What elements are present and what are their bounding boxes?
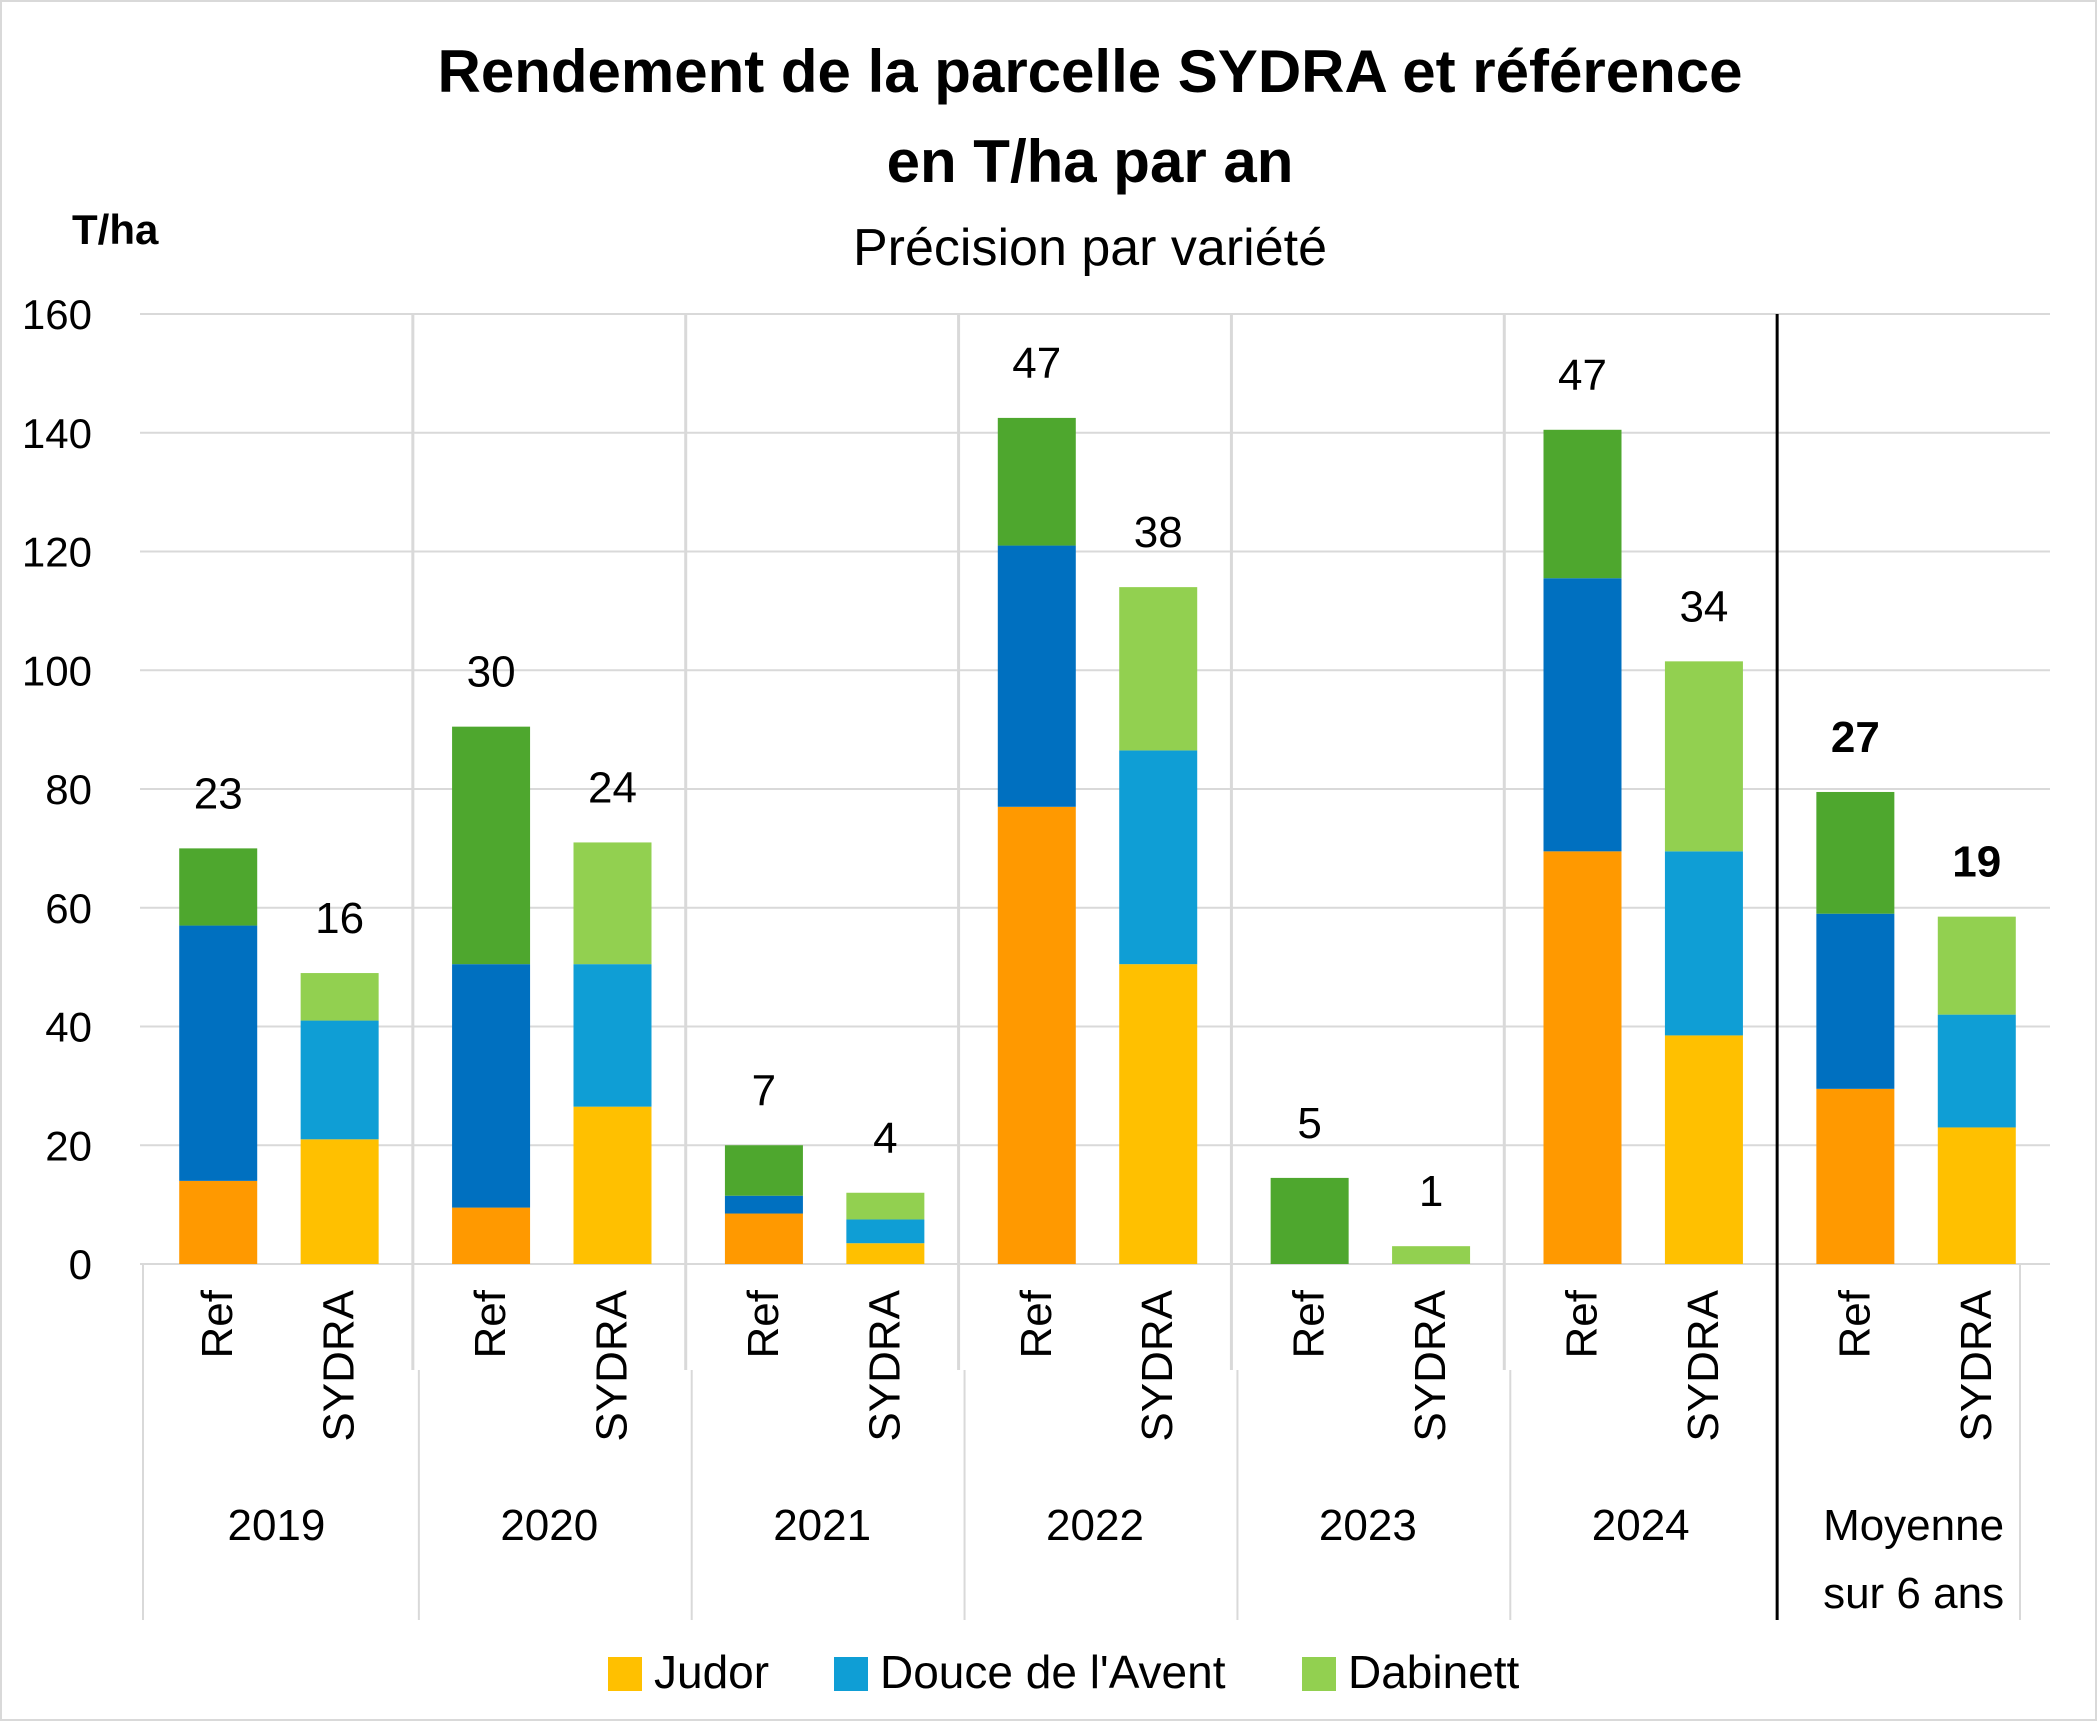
bar-segment-dabinett: [997, 417, 1076, 546]
bar-value-label: 19: [1952, 838, 2001, 887]
bar-segment-judor: [573, 1106, 652, 1264]
y-tick-label: 140: [22, 410, 92, 457]
y-tick-label: 0: [69, 1241, 92, 1288]
bar-category-label: Ref: [739, 1289, 788, 1358]
labels: 0 20 40 60 80 100 120 140 160 23 Ref 16 SYDRA 2019 30 R…: [22, 291, 2004, 1618]
bar-segment-dabinett: [846, 1192, 925, 1220]
bar-segment-douce-de-lavent: [1937, 1014, 2016, 1128]
bar-category-label: SYDRA: [1133, 1289, 1182, 1441]
bar-segment-dabinett: [1664, 661, 1743, 852]
group-label: 2022: [1046, 1501, 1144, 1550]
bar-segment-dabinett: [1937, 916, 2016, 1015]
group-label: Moyenne: [1823, 1501, 2004, 1550]
bar-segment-douce-de-lavent: [1543, 578, 1622, 852]
group-label: 2019: [227, 1501, 325, 1550]
bar-category-label: SYDRA: [588, 1289, 637, 1441]
legend-label: Dabinett: [1348, 1646, 1520, 1698]
group-label: sur 6 ans: [1823, 1569, 2004, 1618]
bar-segment-dabinett: [1816, 791, 1895, 914]
bar-segment-dabinett: [1543, 429, 1622, 579]
bar-value-label: 38: [1134, 508, 1183, 557]
legend-label: Douce de l'Avent: [880, 1646, 1226, 1698]
bars: [179, 417, 2016, 1264]
group-label: 2024: [1592, 1501, 1690, 1550]
bar-segment-dabinett: [179, 848, 258, 926]
bar-segment-douce-de-lavent: [573, 964, 652, 1107]
group-label: 2023: [1319, 1501, 1417, 1550]
y-tick-label: 160: [22, 291, 92, 338]
bar-value-label: 47: [1012, 339, 1061, 388]
y-tick-label: 20: [45, 1122, 92, 1169]
bar-category-label: Ref: [193, 1289, 242, 1358]
legend: Judor Douce de l'Avent Dabinett: [608, 1646, 1520, 1698]
bar-segment-judor: [1119, 964, 1198, 1264]
group-label: 2021: [773, 1501, 871, 1550]
bar-segment-douce-de-lavent: [846, 1219, 925, 1244]
bar-segment-douce-de-lavent: [179, 925, 258, 1181]
bar-value-label: 5: [1297, 1099, 1321, 1148]
bar-segment-judor: [452, 1207, 531, 1264]
bar-segment-dabinett: [452, 726, 531, 965]
bar-value-label: 24: [588, 763, 637, 812]
legend-swatch: [608, 1657, 642, 1691]
bar-segment-judor: [1664, 1035, 1743, 1264]
bar-category-label: Ref: [1012, 1289, 1061, 1358]
bar-segment-judor: [179, 1180, 258, 1264]
bar-segment-dabinett: [1270, 1177, 1349, 1264]
legend-swatch: [1302, 1657, 1336, 1691]
bar-category-label: Ref: [1285, 1289, 1334, 1358]
y-axis-label: T/ha: [72, 206, 159, 253]
y-tick-label: 120: [22, 529, 92, 576]
chart-title-line2: en T/ha par an: [887, 128, 1294, 195]
bar-segment-judor: [724, 1213, 803, 1264]
bar-value-label: 7: [752, 1066, 776, 1115]
bar-value-label: 16: [315, 894, 364, 943]
bar-value-label: 23: [194, 769, 243, 818]
bar-category-label: SYDRA: [1406, 1289, 1455, 1441]
bar-category-label: SYDRA: [1952, 1289, 2001, 1441]
bar-category-label: SYDRA: [315, 1289, 364, 1441]
y-tick-label: 80: [45, 766, 92, 813]
bar-segment-judor: [300, 1139, 379, 1264]
bar-segment-judor: [1543, 851, 1622, 1264]
bar-segment-judor: [846, 1243, 925, 1264]
bar-category-label: SYDRA: [860, 1289, 909, 1441]
bar-category-label: Ref: [1558, 1289, 1607, 1358]
bar-segment-dabinett: [1119, 587, 1198, 751]
bar-value-label: 30: [467, 648, 516, 697]
bar-segment-douce-de-lavent: [997, 545, 1076, 807]
axes: [142, 314, 2021, 1620]
y-tick-label: 100: [22, 647, 92, 694]
bar-segment-dabinett: [300, 973, 379, 1021]
bar-segment-douce-de-lavent: [300, 1020, 379, 1140]
bar-category-label: Ref: [466, 1289, 515, 1358]
bar-value-label: 47: [1558, 351, 1607, 400]
bar-segment-douce-de-lavent: [1119, 750, 1198, 965]
bar-value-label: 34: [1679, 582, 1728, 631]
bar-segment-douce-de-lavent: [452, 964, 531, 1208]
bar-segment-douce-de-lavent: [1664, 851, 1743, 1036]
bar-value-label: 27: [1831, 713, 1880, 762]
group-label: 2020: [500, 1501, 598, 1550]
bar-value-label: 4: [873, 1114, 897, 1163]
y-tick-label: 60: [45, 885, 92, 932]
chart-title: Rendement de la parcelle SYDRA et référe…: [438, 38, 1743, 105]
bar-segment-judor: [1937, 1127, 2016, 1264]
legend-swatch: [834, 1657, 868, 1691]
legend-label: Judor: [654, 1646, 769, 1698]
bar-segment-douce-de-lavent: [724, 1195, 803, 1214]
bar-value-label: 1: [1419, 1167, 1443, 1216]
bar-segment-douce-de-lavent: [1816, 913, 1895, 1089]
bar-segment-dabinett: [573, 842, 652, 965]
bar-segment-dabinett: [724, 1145, 803, 1196]
bar-category-label: SYDRA: [1679, 1289, 1728, 1441]
bar-segment-judor: [997, 806, 1076, 1264]
chart-subtitle: Précision par variété: [853, 219, 1327, 277]
y-tick-label: 40: [45, 1004, 92, 1051]
bar-category-label: Ref: [1830, 1289, 1879, 1358]
bar-segment-dabinett: [1392, 1246, 1471, 1264]
bar-segment-judor: [1816, 1088, 1895, 1264]
